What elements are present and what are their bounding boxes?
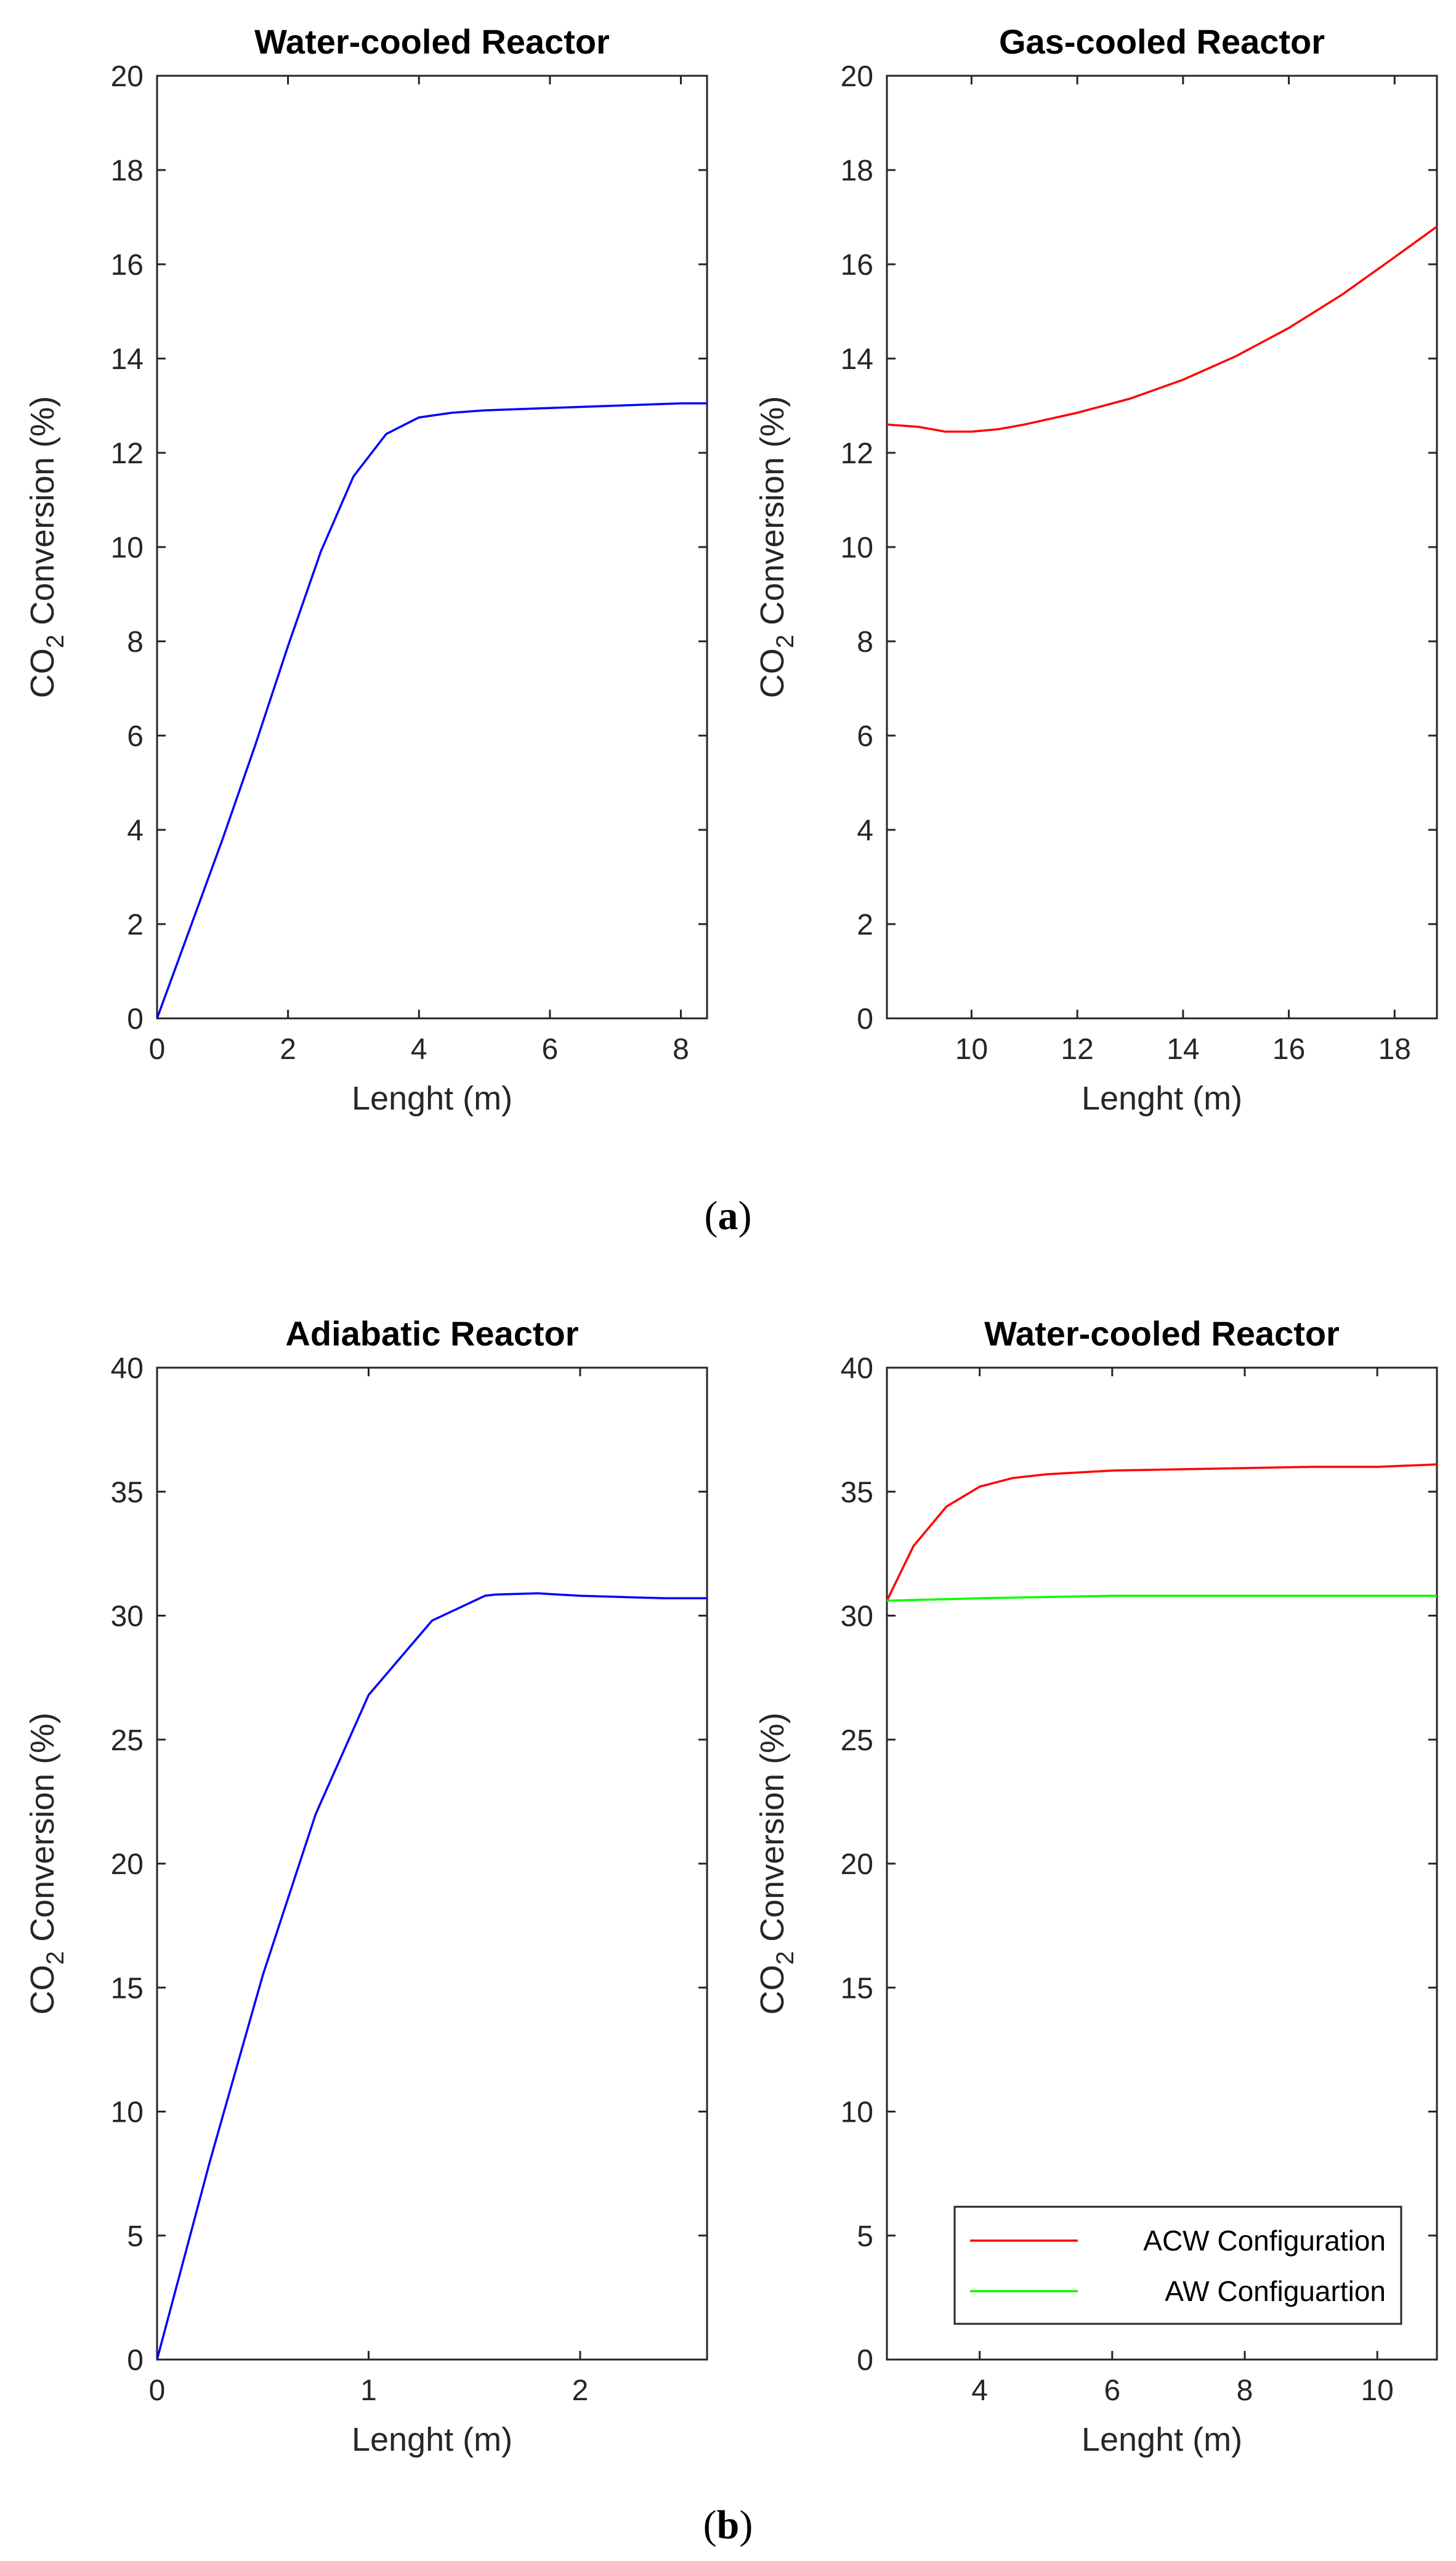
legend: ACW Configuration AW Configuartion	[953, 2206, 1402, 2325]
x-tick-label: 8	[1237, 2374, 1253, 2407]
legend-label: ACW Configuration	[1143, 2225, 1386, 2257]
plot-frame	[156, 75, 708, 1020]
chart-title: Gas-cooled Reactor	[999, 22, 1325, 61]
x-tick-label: 18	[1378, 1033, 1411, 1066]
y-axis-label: CO2 Conversion (%)	[754, 1713, 799, 2015]
x-axis-label: Lenght (m)	[1082, 1080, 1242, 1117]
y-tick-label: 16	[841, 249, 873, 282]
x-tick-label: 12	[1061, 1033, 1093, 1066]
y-tick-label: 18	[841, 155, 873, 187]
x-tick-label: 10	[1361, 2374, 1393, 2407]
y-tick-label: 0	[127, 2344, 144, 2377]
y-tick-label: 20	[111, 1848, 144, 1881]
x-tick-label: 6	[542, 1033, 559, 1066]
series-line-acw-configuration	[887, 1463, 1437, 1602]
y-tick-label: 2	[127, 909, 144, 941]
y-tick-label: 8	[857, 626, 873, 659]
y-tick-label: 2	[857, 909, 873, 941]
y-tick-label: 14	[111, 343, 144, 376]
x-tick-label: 8	[673, 1033, 689, 1066]
x-tick-label: 0	[149, 2374, 166, 2407]
y-tick-label: 12	[841, 437, 873, 470]
y-tick-label: 25	[841, 1724, 873, 1757]
series-line-aw-configuartion	[887, 1594, 1437, 1602]
y-tick-label: 10	[111, 2096, 144, 2129]
chart-title: Water-cooled Reactor	[984, 1314, 1340, 1353]
y-tick-label: 15	[111, 1972, 144, 2005]
y-tick-label: 5	[857, 2220, 873, 2253]
y-tick-label: 16	[111, 249, 144, 282]
panel-label-a: (a)	[705, 1193, 752, 1238]
y-tick-label: 10	[841, 2096, 873, 2129]
y-tick-label: 40	[841, 1352, 873, 1385]
chart-adiabatic: 0 5 10 15 20 25 30 35 40 0 1 2 Adiabatic Reactor Leng…	[24, 1314, 708, 2458]
y-tick-label: 18	[111, 155, 144, 187]
y-tick-label: 35	[111, 1476, 144, 1509]
x-tick-label: 10	[955, 1033, 988, 1066]
y-axis-label: CO2 Conversion (%)	[24, 1713, 69, 2015]
x-tick-label: 1	[360, 2374, 377, 2407]
y-tick-label: 0	[127, 1003, 144, 1036]
chart-title: Water-cooled Reactor	[254, 22, 610, 61]
plot-frame	[886, 75, 1438, 1020]
y-tick-label: 6	[127, 720, 144, 753]
series-line-adiabatic	[157, 1592, 707, 2360]
legend-box	[953, 2206, 1402, 2325]
y-tick-label: 30	[841, 1601, 873, 1633]
y-tick-label: 20	[111, 60, 144, 93]
legend-label: AW Configuartion	[1165, 2275, 1386, 2307]
y-tick-label: 20	[841, 1848, 873, 1881]
y-tick-label: 5	[127, 2220, 144, 2253]
y-tick-label: 35	[841, 1476, 873, 1509]
chart-water-cooled-a: 0 2 4 6 8 10 12 14 16 18 20 0 2 4 6 8 Water-cooled React…	[24, 22, 708, 1117]
series-line-gas-cooled	[887, 225, 1437, 433]
chart-water-cooled-b: 0 5 10 15 20 25 30 35 40 4 6 8 10 Water-cooled Reacto…	[754, 1314, 1438, 2458]
y-tick-label: 0	[857, 1003, 873, 1036]
x-axis-label: Lenght (m)	[352, 1080, 512, 1117]
y-tick-label: 12	[111, 437, 144, 470]
y-tick-label: 10	[111, 532, 144, 564]
x-tick-label: 14	[1167, 1033, 1199, 1066]
y-tick-label: 40	[111, 1352, 144, 1385]
y-tick-label: 4	[857, 814, 873, 847]
x-axis-label: Lenght (m)	[352, 2421, 512, 2458]
x-tick-label: 6	[1104, 2374, 1120, 2407]
chart-title: Adiabatic Reactor	[285, 1314, 578, 1353]
plot-frame	[156, 1366, 708, 2361]
y-tick-label: 20	[841, 60, 873, 93]
y-tick-label: 4	[127, 814, 144, 847]
series-line-water-cooled	[157, 402, 707, 1018]
y-axis-label: CO2 Conversion (%)	[24, 396, 69, 698]
y-axis-label: CO2 Conversion (%)	[754, 396, 799, 698]
y-tick-label: 30	[111, 1601, 144, 1633]
x-axis-label: Lenght (m)	[1082, 2421, 1242, 2458]
x-tick-label: 16	[1272, 1033, 1305, 1066]
x-tick-label: 2	[572, 2374, 589, 2407]
y-tick-label: 6	[857, 720, 873, 753]
y-tick-label: 15	[841, 1972, 873, 2005]
y-tick-label: 14	[841, 343, 873, 376]
x-tick-label: 2	[280, 1033, 296, 1066]
x-tick-label: 4	[411, 1033, 427, 1066]
x-tick-label: 0	[149, 1033, 166, 1066]
chart-gas-cooled: 0 2 4 6 8 10 12 14 16 18 20 10 12 14 16 18 Gas-cooled Re…	[754, 22, 1438, 1117]
y-tick-label: 8	[127, 626, 144, 659]
y-tick-label: 0	[857, 2344, 873, 2377]
panel-label-b: (b)	[703, 2502, 753, 2547]
y-tick-label: 10	[841, 532, 873, 564]
x-tick-label: 4	[971, 2374, 988, 2407]
y-tick-label: 25	[111, 1724, 144, 1757]
